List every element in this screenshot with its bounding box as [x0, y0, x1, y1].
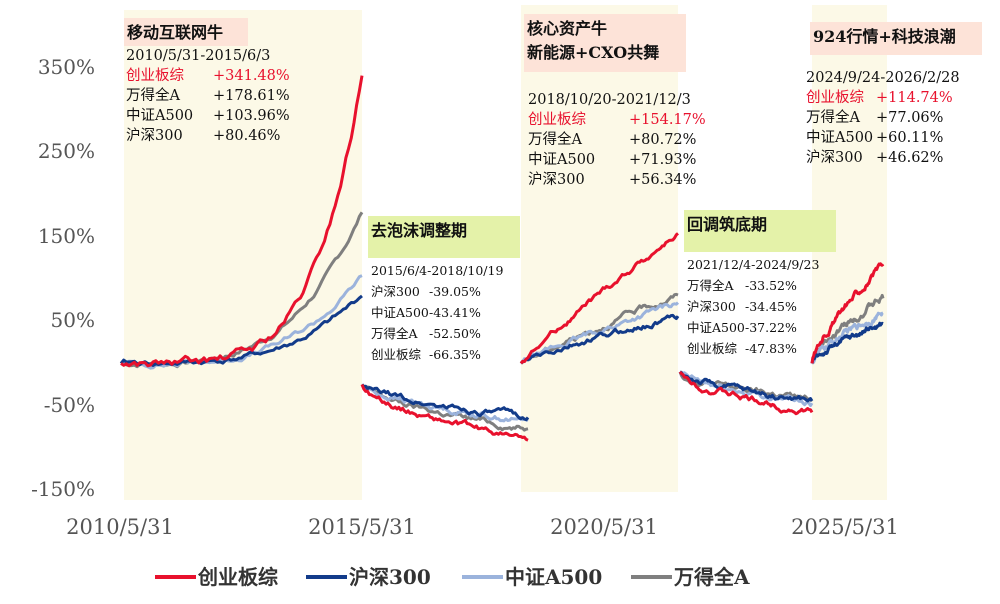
x-tick-label: 2015/5/31	[308, 515, 416, 539]
legend-label-a500: 中证A500	[505, 565, 602, 589]
period-stat-name: 沪深300	[687, 299, 736, 314]
period-range: 2018/10/20-2021/12/3	[528, 92, 691, 108]
period-range: 2024/9/24-2026/2/28	[806, 70, 960, 86]
period-title: 924行情+科技浪潮	[813, 27, 956, 46]
period-stat-value: +60.11%	[876, 130, 943, 146]
period-title-box	[684, 210, 836, 252]
period-stat-name: 沪深300	[806, 149, 863, 166]
series-line-hs300	[679, 370, 814, 403]
y-axis: 350% 250% 150% 50% -50% -150%	[31, 55, 95, 501]
period-stat-value: -43.41%	[429, 305, 481, 320]
period-stat-name: 沪深300	[126, 127, 183, 144]
series-line-wind	[810, 293, 885, 365]
period-title: 核心资产牛	[527, 19, 607, 38]
series-line-a500	[811, 311, 884, 365]
period-band	[812, 5, 887, 500]
period-stat-name: 中证A500	[687, 320, 745, 335]
period-stat-value: -33.52%	[745, 278, 797, 293]
series-line-cyb	[360, 383, 529, 442]
period-stat-value: +56.34%	[629, 172, 696, 188]
period-panels: 移动互联网牛 2010/5/31-2015/6/3 创业板综 +341.48% 万得全A…	[124, 14, 982, 362]
y-tick-label: 150%	[38, 224, 95, 248]
period-stat-value: +71.93%	[629, 152, 696, 168]
period-stat-name: 创业板综	[371, 347, 422, 362]
series-line-cyb	[810, 262, 885, 364]
period-title: 移动互联网牛	[127, 23, 223, 42]
legend-label-hs300: 沪深300	[349, 565, 431, 589]
legend: 创业板综 沪深300 中证A500 万得全A	[155, 565, 750, 589]
series-line-hs300	[810, 321, 884, 364]
period-stat-value: -52.50%	[429, 326, 481, 341]
period-stat-name: 万得全A	[687, 278, 735, 293]
series-lines	[119, 75, 885, 442]
series-line-hs300	[520, 313, 680, 365]
series-line-wind	[678, 371, 813, 402]
series-line-cyb	[519, 232, 679, 365]
period-title: 新能源+CXO共舞	[527, 43, 659, 62]
period-title-box	[124, 18, 248, 46]
period-stat-name: 创业板综	[806, 88, 864, 106]
period-stat-name: 沪深300	[528, 171, 585, 188]
x-tick-label: 2025/5/31	[791, 515, 899, 539]
y-tick-label: 250%	[38, 139, 95, 163]
y-tick-label: -150%	[31, 477, 95, 501]
period-stat-value: +114.74%	[876, 90, 953, 106]
series-line-hs300	[119, 294, 363, 367]
period-band	[124, 10, 362, 500]
period-title: 回调筑底期	[687, 215, 767, 234]
period-stat-value: -39.05%	[429, 284, 481, 299]
period-stat-value: +80.46%	[213, 128, 280, 144]
period-stat-value: +154.17%	[629, 112, 706, 128]
series-line-cyb	[678, 370, 814, 416]
period-bands	[124, 5, 887, 500]
period-stat-name: 创业板综	[687, 341, 738, 356]
x-tick-label: 2010/5/31	[66, 515, 174, 539]
period-stat-value: +77.06%	[876, 110, 943, 126]
x-tick-label: 2020/5/31	[550, 515, 658, 539]
period-range: 2021/12/4-2024/9/23	[687, 257, 819, 272]
period-title-box	[524, 14, 686, 72]
period-title-box	[368, 216, 520, 258]
period-stat-name: 万得全A	[806, 108, 860, 126]
period-stat-name: 创业板综	[126, 66, 184, 84]
period-range: 2015/6/4-2018/10/19	[371, 263, 503, 278]
period-stat-name: 中证A500	[126, 107, 193, 124]
y-tick-label: 50%	[51, 308, 95, 332]
period-title: 去泡沫调整期	[371, 221, 467, 240]
period-range: 2010/5/31-2015/6/3	[126, 48, 270, 64]
period-stat-value: +103.96%	[213, 108, 290, 124]
legend-label-wind: 万得全A	[673, 565, 750, 589]
period-stat-name: 沪深300	[371, 284, 420, 299]
period-stat-value: +341.48%	[213, 68, 290, 84]
period-stat-name: 中证A500	[806, 129, 873, 146]
series-line-cyb	[120, 75, 364, 368]
period-stat-value: -47.83%	[745, 341, 797, 356]
period-band	[521, 5, 678, 492]
period-stat-name: 万得全A	[371, 326, 419, 341]
y-tick-label: 350%	[38, 55, 95, 79]
period-stat-name: 万得全A	[126, 86, 180, 104]
period-stat-value: -66.35%	[429, 347, 481, 362]
period-stat-value: -37.22%	[745, 320, 797, 335]
period-stat-name: 中证A500	[371, 305, 429, 320]
period-stat-name: 创业板综	[528, 110, 586, 128]
period-stat-value: +178.61%	[213, 88, 290, 104]
series-line-hs300	[360, 383, 530, 422]
period-stat-value: +80.72%	[629, 132, 696, 148]
y-tick-label: -50%	[44, 393, 95, 417]
period-stat-value: +46.62%	[876, 150, 943, 166]
period-stat-value: -34.45%	[745, 299, 797, 314]
x-axis: 2010/5/31 2015/5/31 2020/5/31 2025/5/31	[66, 515, 899, 539]
period-title-box	[810, 22, 982, 55]
period-stat-name: 中证A500	[528, 151, 595, 168]
period-stat-name: 万得全A	[528, 130, 582, 148]
legend-label-cyb: 创业板综	[197, 565, 278, 589]
